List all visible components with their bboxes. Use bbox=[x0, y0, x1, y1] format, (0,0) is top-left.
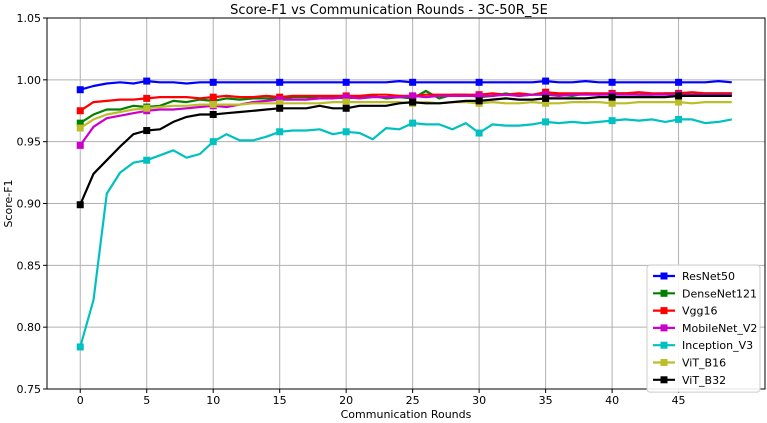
y-tick-label: 1.00 bbox=[17, 74, 42, 87]
data-point-vit-b32 bbox=[409, 98, 417, 106]
data-point-resnet50 bbox=[675, 78, 683, 86]
y-axis-label: Score-F1 bbox=[2, 179, 15, 227]
data-point-inception-v3 bbox=[675, 115, 683, 123]
data-point-inception-v3 bbox=[409, 119, 417, 127]
data-point-resnet50 bbox=[542, 77, 550, 85]
data-point-resnet50 bbox=[76, 86, 84, 94]
x-tick-label: 45 bbox=[672, 394, 686, 407]
data-point-densenet121 bbox=[209, 97, 217, 105]
legend-box bbox=[646, 264, 761, 393]
legend-label-vit-b32: ViT_B32 bbox=[682, 374, 726, 387]
data-point-inception-v3 bbox=[342, 128, 350, 136]
series-line-vit-b32 bbox=[79, 94, 732, 206]
data-point-mobilenet-v2 bbox=[542, 91, 550, 99]
data-point-vgg16 bbox=[143, 94, 151, 102]
legend-label-densenet121: DenseNet121 bbox=[682, 287, 757, 300]
data-point-resnet50 bbox=[342, 78, 350, 86]
legend-swatch-marker-inception-v3 bbox=[660, 341, 668, 349]
legend-swatch-marker-mobilenet-v2 bbox=[660, 324, 668, 332]
data-point-densenet121 bbox=[76, 119, 84, 127]
legend-label-mobilenet-v2: MobileNet_V2 bbox=[682, 322, 757, 335]
y-tick-label: 0.85 bbox=[17, 259, 42, 272]
y-tick-label: 0.80 bbox=[17, 321, 42, 334]
series-line-mobilenet-v2 bbox=[79, 93, 732, 147]
legend-label-inception-v3: Inception_V3 bbox=[682, 339, 753, 352]
series-vit-b32 bbox=[76, 92, 732, 209]
data-point-mobilenet-v2 bbox=[475, 92, 483, 100]
series-group bbox=[76, 77, 733, 351]
y-tick-label: 0.95 bbox=[17, 136, 42, 149]
x-axis-label: Communication Rounds bbox=[341, 408, 472, 421]
series-line-inception-v3 bbox=[79, 118, 733, 348]
data-point-inception-v3 bbox=[76, 343, 84, 351]
data-point-resnet50 bbox=[608, 78, 616, 86]
data-point-mobilenet-v2 bbox=[276, 96, 284, 104]
data-point-inception-v3 bbox=[209, 138, 217, 146]
series-inception-v3 bbox=[76, 115, 733, 351]
data-point-resnet50 bbox=[409, 78, 417, 86]
data-point-vit-b32 bbox=[542, 94, 550, 102]
data-point-vgg16 bbox=[209, 93, 217, 101]
data-point-mobilenet-v2 bbox=[409, 92, 417, 100]
y-tick-label: 0.90 bbox=[17, 198, 42, 211]
x-tick-label: 25 bbox=[406, 394, 420, 407]
data-point-mobilenet-v2 bbox=[342, 93, 350, 101]
data-point-vit-b16 bbox=[608, 99, 616, 107]
data-point-inception-v3 bbox=[143, 156, 151, 164]
legend-swatch-marker-vit-b16 bbox=[660, 359, 668, 366]
series-line-resnet50 bbox=[79, 79, 732, 91]
data-point-vit-b32 bbox=[76, 201, 84, 209]
data-point-resnet50 bbox=[209, 78, 217, 86]
data-point-vit-b32 bbox=[475, 97, 483, 105]
x-tick-label: 35 bbox=[539, 394, 553, 407]
data-point-vit-b16 bbox=[342, 98, 350, 106]
data-point-vit-b32 bbox=[143, 127, 151, 135]
data-point-resnet50 bbox=[475, 78, 483, 86]
y-tick-label: 1.05 bbox=[17, 12, 42, 25]
x-tick-label: 5 bbox=[143, 394, 150, 407]
data-point-vit-b32 bbox=[276, 104, 284, 112]
data-point-vit-b32 bbox=[675, 92, 683, 100]
data-point-vit-b16 bbox=[209, 101, 217, 109]
data-point-inception-v3 bbox=[542, 118, 550, 126]
chart-title: Score-F1 vs Communication Rounds - 3C-50… bbox=[230, 3, 548, 18]
x-tick-label: 0 bbox=[77, 394, 84, 407]
series-mobilenet-v2 bbox=[76, 91, 732, 149]
x-tick-label: 10 bbox=[206, 394, 220, 407]
legend-label-vit-b16: ViT_B16 bbox=[682, 357, 726, 370]
data-point-resnet50 bbox=[276, 78, 284, 86]
legend-swatch-marker-resnet50 bbox=[660, 272, 668, 280]
x-tick-label: 20 bbox=[339, 394, 353, 407]
data-point-vit-b32 bbox=[608, 93, 616, 101]
legend: ResNet50 DenseNet121 Vgg16 MobileNet_V2 Ince… bbox=[646, 264, 761, 393]
data-point-resnet50 bbox=[143, 77, 151, 85]
data-point-vgg16 bbox=[76, 107, 84, 115]
data-point-vit-b16 bbox=[542, 99, 550, 107]
legend-label-vgg16: Vgg16 bbox=[682, 305, 718, 318]
series-line-vit-b16 bbox=[79, 100, 732, 130]
data-point-inception-v3 bbox=[475, 129, 483, 137]
data-point-vit-b16 bbox=[76, 124, 84, 132]
data-point-vit-b16 bbox=[675, 98, 683, 106]
data-point-mobilenet-v2 bbox=[76, 141, 84, 149]
series-resnet50 bbox=[76, 77, 732, 94]
legend-label-resnet50: ResNet50 bbox=[682, 270, 735, 283]
y-tick-label: 0.75 bbox=[17, 383, 42, 396]
data-point-inception-v3 bbox=[276, 128, 284, 136]
legend-swatch-marker-vgg16 bbox=[660, 307, 668, 315]
data-point-vit-b16 bbox=[276, 99, 284, 107]
x-tick-label: 40 bbox=[605, 394, 619, 407]
data-point-vit-b32 bbox=[209, 110, 217, 118]
x-tick-label: 30 bbox=[472, 394, 486, 407]
data-point-vit-b16 bbox=[143, 104, 151, 112]
tick-labels: 0 5 10 15 20 25 30 35 40 45 0.75 0.80 0.85 0.90 0.95 1.… bbox=[17, 12, 686, 407]
x-tick-label: 15 bbox=[273, 394, 287, 407]
legend-swatch-marker-densenet121 bbox=[660, 289, 668, 297]
legend-swatch-marker-vit-b32 bbox=[660, 376, 668, 384]
data-point-vit-b32 bbox=[342, 104, 350, 112]
data-point-inception-v3 bbox=[608, 117, 616, 125]
